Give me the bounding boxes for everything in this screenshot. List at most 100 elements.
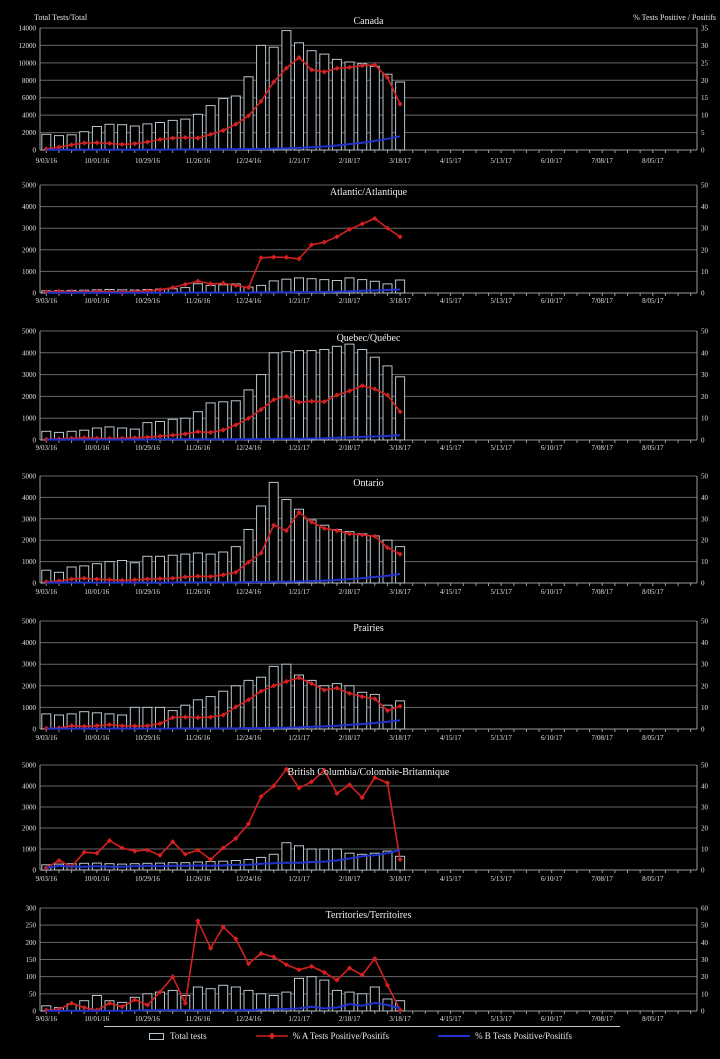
svg-text:4/15/17: 4/15/17 (440, 297, 462, 305)
svg-text:14000: 14000 (19, 25, 37, 33)
svg-text:11/26/16: 11/26/16 (186, 588, 211, 596)
svg-text:10: 10 (701, 558, 709, 566)
svg-text:12000: 12000 (19, 42, 37, 50)
svg-text:5/13/17: 5/13/17 (490, 297, 512, 305)
svg-text:9/03/16: 9/03/16 (36, 1015, 58, 1023)
svg-text:2/18/17: 2/18/17 (339, 1015, 361, 1023)
svg-text:11/26/16: 11/26/16 (186, 444, 211, 452)
svg-text:12/24/16: 12/24/16 (236, 875, 261, 883)
svg-text:Canada: Canada (354, 16, 385, 27)
svg-text:35: 35 (701, 25, 709, 33)
svg-text:30: 30 (701, 804, 709, 812)
svg-text:8/05/17: 8/05/17 (642, 1015, 664, 1023)
svg-text:6/10/17: 6/10/17 (541, 444, 563, 452)
svg-text:4/15/17: 4/15/17 (440, 1015, 462, 1023)
svg-text:4000: 4000 (22, 112, 37, 120)
svg-text:2/18/17: 2/18/17 (339, 734, 361, 742)
svg-text:0: 0 (701, 867, 705, 875)
svg-text:0: 0 (701, 437, 705, 445)
svg-text:5000: 5000 (22, 618, 37, 626)
svg-text:Territories/Territoires: Territories/Territoires (326, 910, 412, 921)
svg-text:6/10/17: 6/10/17 (541, 875, 563, 883)
svg-text:11/26/16: 11/26/16 (186, 157, 211, 165)
svg-text:4000: 4000 (22, 203, 37, 211)
svg-text:10/29/16: 10/29/16 (135, 444, 160, 452)
svg-text:150: 150 (26, 956, 37, 964)
svg-text:50: 50 (701, 182, 709, 190)
svg-text:6000: 6000 (22, 94, 37, 102)
svg-text:11/26/16: 11/26/16 (186, 297, 211, 305)
svg-text:4000: 4000 (22, 639, 37, 647)
svg-text:10000: 10000 (19, 59, 37, 67)
svg-text:1000: 1000 (22, 268, 37, 276)
legend: Total tests % A Tests Positive/Positifs … (0, 1031, 720, 1041)
svg-text:12/24/16: 12/24/16 (236, 588, 261, 596)
svg-text:8/05/17: 8/05/17 (642, 875, 664, 883)
svg-text:2000: 2000 (22, 129, 37, 137)
svg-text:10/29/16: 10/29/16 (135, 1015, 160, 1023)
svg-text:3000: 3000 (22, 661, 37, 669)
svg-text:10/01/16: 10/01/16 (84, 1015, 109, 1023)
svg-text:Prairies: Prairies (353, 623, 384, 634)
svg-text:1000: 1000 (22, 846, 37, 854)
svg-text:British Columbia/Colombie-Brit: British Columbia/Colombie-Britannique (288, 767, 450, 778)
svg-text:1/21/17: 1/21/17 (288, 297, 310, 305)
chart-territories: 0 0 50 10 100 20 150 30 200 40 250 50 300 60 9/03/16 10… (26, 905, 709, 1024)
svg-text:10/01/16: 10/01/16 (84, 734, 109, 742)
svg-text:8/05/17: 8/05/17 (642, 734, 664, 742)
svg-text:40: 40 (701, 494, 709, 502)
svg-text:3/18/17: 3/18/17 (389, 157, 411, 165)
svg-text:9/03/16: 9/03/16 (36, 875, 58, 883)
svg-text:6/10/17: 6/10/17 (541, 157, 563, 165)
svg-text:0: 0 (33, 726, 37, 734)
svg-text:Quebec/Québec: Quebec/Québec (337, 333, 401, 344)
svg-text:3000: 3000 (22, 804, 37, 812)
svg-text:0: 0 (701, 580, 705, 588)
svg-text:4000: 4000 (22, 349, 37, 357)
svg-text:7/08/17: 7/08/17 (592, 1015, 614, 1023)
svg-text:5000: 5000 (22, 473, 37, 481)
svg-text:0: 0 (701, 290, 705, 298)
svg-text:4/15/17: 4/15/17 (440, 157, 462, 165)
svg-text:8/05/17: 8/05/17 (642, 588, 664, 596)
svg-text:1000: 1000 (22, 704, 37, 712)
svg-text:10/01/16: 10/01/16 (84, 588, 109, 596)
percent-b-line-glyph (438, 1035, 471, 1037)
svg-text:7/08/17: 7/08/17 (592, 444, 614, 452)
legend-item-total-tests: Total tests (148, 1031, 207, 1041)
svg-text:0: 0 (701, 1008, 705, 1016)
svg-text:0: 0 (33, 290, 37, 298)
svg-text:10/29/16: 10/29/16 (135, 297, 160, 305)
svg-text:0: 0 (33, 867, 37, 875)
svg-text:3/18/17: 3/18/17 (389, 588, 411, 596)
svg-text:Atlantic/Atlantique: Atlantic/Atlantique (330, 187, 408, 198)
svg-text:7/08/17: 7/08/17 (592, 734, 614, 742)
svg-text:4/15/17: 4/15/17 (440, 444, 462, 452)
svg-text:3000: 3000 (22, 225, 37, 233)
svg-text:10: 10 (701, 415, 709, 423)
right-axis-title: % Tests Positive / Positifs (633, 13, 716, 22)
svg-text:9/03/16: 9/03/16 (36, 297, 58, 305)
svg-text:50: 50 (701, 328, 709, 336)
svg-text:12/24/16: 12/24/16 (236, 157, 261, 165)
svg-text:5/13/17: 5/13/17 (490, 734, 512, 742)
svg-text:9/03/16: 9/03/16 (36, 734, 58, 742)
svg-text:10/29/16: 10/29/16 (135, 734, 160, 742)
legend-label-total-tests: Total tests (169, 1031, 207, 1041)
svg-text:0: 0 (33, 1008, 37, 1016)
svg-text:60: 60 (701, 905, 709, 913)
legend-item-percent-a: % A Tests Positive/Positifs (255, 1031, 389, 1041)
svg-text:10/29/16: 10/29/16 (135, 157, 160, 165)
svg-text:5/13/17: 5/13/17 (490, 588, 512, 596)
svg-text:8/05/17: 8/05/17 (642, 157, 664, 165)
svg-text:12/24/16: 12/24/16 (236, 444, 261, 452)
svg-text:40: 40 (701, 203, 709, 211)
svg-text:7/08/17: 7/08/17 (592, 875, 614, 883)
svg-text:40: 40 (701, 639, 709, 647)
svg-text:5000: 5000 (22, 182, 37, 190)
svg-text:8/05/17: 8/05/17 (642, 444, 664, 452)
svg-text:20: 20 (701, 77, 709, 85)
svg-text:2/18/17: 2/18/17 (339, 157, 361, 165)
percent-a-line-diamond-glyph (255, 1032, 288, 1040)
